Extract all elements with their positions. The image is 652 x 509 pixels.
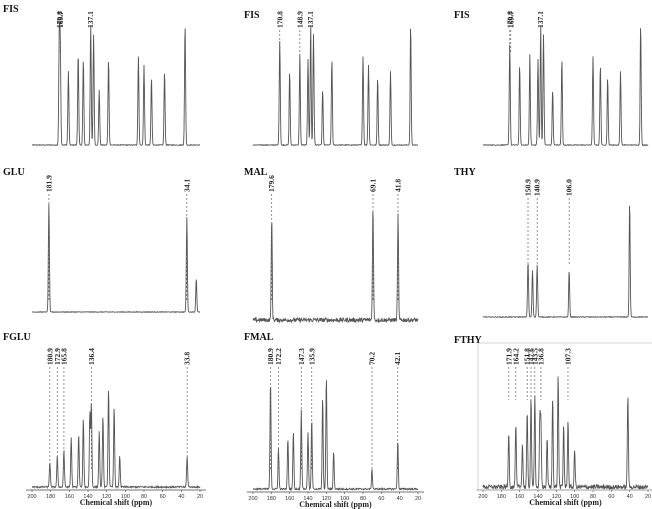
peak-label: 106.0 <box>565 179 574 196</box>
x-axis-title: Chemical shift (ppm) <box>80 498 153 507</box>
spectrum-panel-fis-1: FIS 170.8 148.9 137.1 <box>244 10 419 147</box>
x-tick-label: 200 <box>478 494 487 500</box>
peak-label: 164.2 <box>511 348 520 365</box>
spectrum-trace <box>31 204 201 314</box>
spectrum-trace <box>482 205 649 319</box>
peak-label: 172.9 <box>53 348 62 365</box>
peak-label: 140.9 <box>533 179 542 196</box>
peak-label: 136.8 <box>536 348 545 365</box>
spectrum-trace <box>252 26 419 147</box>
panel-label: FIS <box>3 4 19 15</box>
peak-label: 179.6 <box>267 175 276 192</box>
x-tick-label: 100 <box>570 494 579 500</box>
x-tick-label: 160 <box>65 494 74 500</box>
peak-label: 107.3 <box>563 348 572 365</box>
x-tick-label: 20 <box>197 494 203 500</box>
x-tick-label: 140 <box>303 496 312 502</box>
peak-label: 147.3 <box>297 348 306 365</box>
peak-label: 33.8 <box>183 352 192 365</box>
x-tick-label: 40 <box>397 496 403 502</box>
panel-label: FIS <box>244 10 260 21</box>
x-tick-label: 120 <box>552 494 561 500</box>
x-tick-label: 140 <box>83 494 92 500</box>
peak-label: 151.8 <box>523 348 532 365</box>
peak-label: 181.9 <box>44 175 53 192</box>
panel-label: FMAL <box>244 332 274 343</box>
peak-label: 170.8 <box>275 11 284 28</box>
peak-label: 42.1 <box>393 352 402 365</box>
x-axis-title: Chemical shift (ppm) <box>529 498 602 507</box>
x-tick-label: 80 <box>590 494 596 500</box>
peak-label: 41.8 <box>394 179 403 192</box>
x-tick-label: 20 <box>645 494 651 500</box>
panel-label: FIS <box>454 10 470 21</box>
peak-label: 170.8 <box>505 11 514 28</box>
peak-label: 148.9 <box>295 11 304 28</box>
x-tick-label: 40 <box>627 494 633 500</box>
panel-label: FTHY <box>454 335 483 346</box>
x-tick-label: 20 <box>415 496 421 502</box>
peak-label: 147.6 <box>527 348 536 365</box>
spectrum-trace <box>252 380 418 492</box>
spectrum-panel-glu-3: GLU 181.9 34.1 <box>3 167 201 314</box>
x-tick-label: 100 <box>121 494 130 500</box>
x-tick-label: 200 <box>248 496 257 502</box>
x-tick-label: 180 <box>497 494 506 500</box>
x-tick-label: 160 <box>285 496 294 502</box>
spectrum-trace <box>482 376 649 490</box>
peak-label: 137.1 <box>86 11 95 28</box>
peak-label: 69.1 <box>368 179 377 192</box>
spectrum-trace <box>31 21 201 147</box>
panel-label: FGLU <box>3 332 31 343</box>
peak-label: 169.7 <box>506 11 515 28</box>
peak-label: 34.1 <box>182 179 191 192</box>
spectrum-panel-thy-5: THY 150.9 140.9 106.0 <box>454 167 649 319</box>
x-tick-label: 60 <box>378 496 384 502</box>
peak-label: 137.1 <box>306 11 315 28</box>
peak-label: 143.5 <box>530 348 539 365</box>
peak-label: 165.8 <box>59 348 68 365</box>
panel-label: MAL <box>244 167 268 178</box>
x-tick-label: 60 <box>608 494 614 500</box>
peak-label: 135.9 <box>307 348 316 365</box>
x-tick-label: 160 <box>515 494 524 500</box>
peak-label: 171.9 <box>504 348 513 365</box>
spectrum-trace <box>482 26 649 147</box>
peak-label: 180.9 <box>266 348 275 365</box>
x-tick-label: 80 <box>141 494 147 500</box>
peak-label: 70.2 <box>367 352 376 365</box>
peak-label: 137.1 <box>536 11 545 28</box>
peak-label: 180.9 <box>45 348 54 365</box>
panel-label: THY <box>454 167 476 178</box>
panel-label: GLU <box>3 167 25 178</box>
x-tick-label: 100 <box>340 496 349 502</box>
peak-label: 136.4 <box>87 348 96 365</box>
x-tick-label: 120 <box>102 494 111 500</box>
peak-label: 170.8 <box>55 11 64 28</box>
spectrum-trace <box>31 390 201 490</box>
x-tick-label: 60 <box>160 494 166 500</box>
peak-label: 150.9 <box>524 179 533 196</box>
x-tick-label: 180 <box>46 494 55 500</box>
peak-label: 172.2 <box>274 348 283 365</box>
panel-frame <box>477 342 652 491</box>
x-tick-label: 80 <box>360 496 366 502</box>
x-tick-label: 40 <box>178 494 184 500</box>
x-tick-label: 120 <box>322 496 331 502</box>
x-tick-label: 140 <box>533 494 542 500</box>
x-tick-label: 180 <box>267 496 276 502</box>
peak-label: 169.7 <box>56 11 65 28</box>
x-axis-title: Chemical shift (ppm) <box>299 500 372 509</box>
x-tick-label: 200 <box>27 494 36 500</box>
spectrum-trace <box>252 211 419 324</box>
